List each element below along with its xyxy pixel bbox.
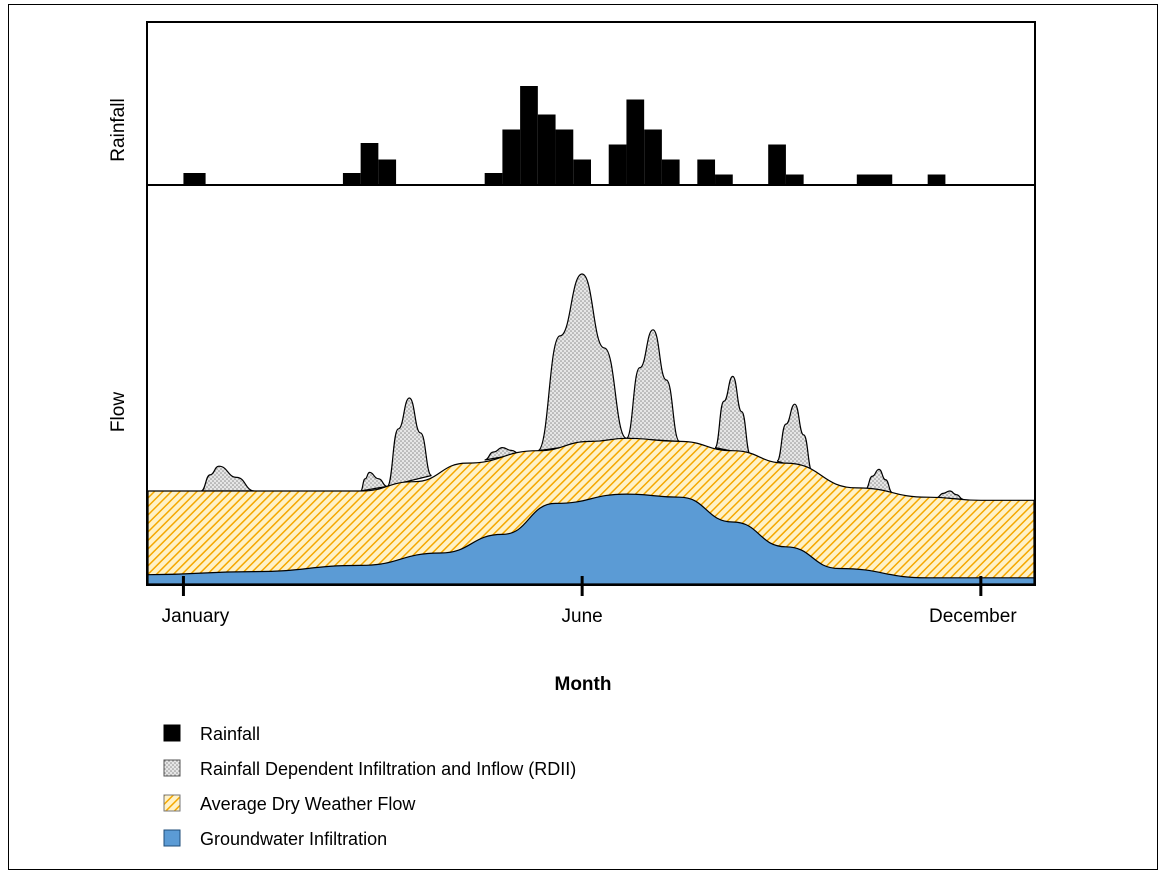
rainfall-bar: [697, 159, 716, 185]
rainfall-bar: [484, 173, 503, 185]
rdii-peak: [386, 397, 433, 487]
rainfall-bar: [644, 129, 662, 185]
rainfall-bar: [573, 159, 591, 185]
rainfall-bar: [342, 173, 361, 185]
rdii-peak: [865, 468, 893, 494]
rdii-peak: [714, 375, 752, 456]
x-ticks: January June December: [162, 576, 1017, 627]
legend-label-groundwater: Groundwater Infiltration: [200, 829, 387, 849]
legend-swatch-rainfall: [163, 724, 181, 742]
rainfall-bar: [183, 173, 206, 185]
x-axis-label: Month: [555, 674, 612, 695]
rdii-peak: [360, 471, 388, 492]
rainfall-bar: [927, 174, 946, 185]
rainfall-bar: [378, 159, 397, 185]
rainfall-bar: [856, 174, 893, 185]
rainfall-bar: [555, 129, 574, 185]
rdii-peak: [625, 329, 681, 442]
rdii-peak: [200, 465, 255, 492]
legend: Rainfall Rainfall Dependent Infiltration…: [163, 724, 576, 849]
x-tick-label: January: [162, 606, 230, 627]
rainfall-bar: [537, 114, 556, 185]
rainfall-axis-label: Rainfall: [108, 98, 129, 161]
legend-swatch-rdii: [163, 759, 181, 777]
chart-frame: [8, 4, 1158, 870]
rainfall-bars: [183, 86, 946, 185]
rdii-peak: [776, 403, 814, 473]
x-tick-label: June: [562, 606, 603, 627]
rainfall-bar: [715, 174, 733, 185]
rainfall-bar: [520, 86, 538, 185]
flow-axis-label: Flow: [108, 392, 129, 432]
rdii-peak: [537, 273, 628, 452]
rainfall-bar: [661, 159, 680, 185]
legend-label-rainfall: Rainfall: [200, 724, 260, 744]
rainfall-bar: [360, 143, 379, 185]
rainfall-bar: [626, 99, 645, 185]
legend-label-rdii: Rainfall Dependent Infiltration and Infl…: [200, 759, 576, 779]
rainfall-bar: [608, 144, 627, 185]
rdii-peak: [484, 446, 521, 461]
flow-panel: [146, 184, 1036, 586]
flow-areas: [147, 273, 1035, 585]
rainfall-bar: [768, 144, 786, 185]
x-tick-label: December: [929, 606, 1017, 627]
legend-swatch-dry-weather: [163, 794, 181, 812]
groundwater-infiltration-area: [147, 493, 1035, 585]
legend-swatch-groundwater: [163, 829, 181, 847]
legend-label-dry-weather: Average Dry Weather Flow: [200, 794, 416, 814]
rainfall-bar: [785, 174, 804, 185]
rainfall-bar: [502, 129, 521, 185]
